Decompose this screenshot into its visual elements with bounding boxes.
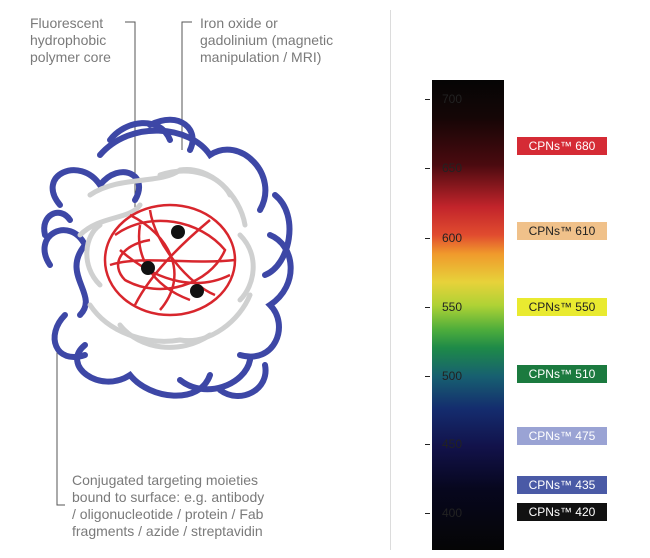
badge-cpn-680: CPNs™ 680 <box>517 137 607 155</box>
polymer-core <box>103 203 237 317</box>
panel-divider <box>390 10 391 550</box>
badge-cpn-610: CPNs™ 610 <box>517 222 607 240</box>
magnetic-label: Iron oxide or gadolinium (magnetic manip… <box>200 15 334 65</box>
tick-550: 550 <box>425 300 462 314</box>
badge-cpn-435: CPNs™ 435 <box>517 476 607 494</box>
polymer-middle <box>77 166 256 350</box>
nanoparticle-illustration <box>41 116 294 399</box>
badge-cpn-420: CPNs™ 420 <box>517 503 607 521</box>
core-label: Fluorescent hydrophobic polymer core <box>30 15 111 65</box>
badge-cpn-475: CPNs™ 475 <box>517 427 607 445</box>
polymer-shell <box>41 116 294 399</box>
wavelength-axis: 700 650 600 550 500 450 400 <box>425 80 515 550</box>
tick-700: 700 <box>425 92 462 106</box>
tick-500: 500 <box>425 369 462 383</box>
tick-450: 450 <box>425 437 462 451</box>
surface-label: Conjugated targeting moieties bound to s… <box>72 472 265 539</box>
badge-cpn-550: CPNs™ 550 <box>517 298 607 316</box>
spectrum-bar <box>432 80 504 550</box>
tick-400: 400 <box>425 506 462 520</box>
tick-600: 600 <box>425 231 462 245</box>
tick-650: 650 <box>425 161 462 175</box>
magnetic-nanoparticles <box>141 225 204 298</box>
badge-cpn-510: CPNs™ 510 <box>517 365 607 383</box>
